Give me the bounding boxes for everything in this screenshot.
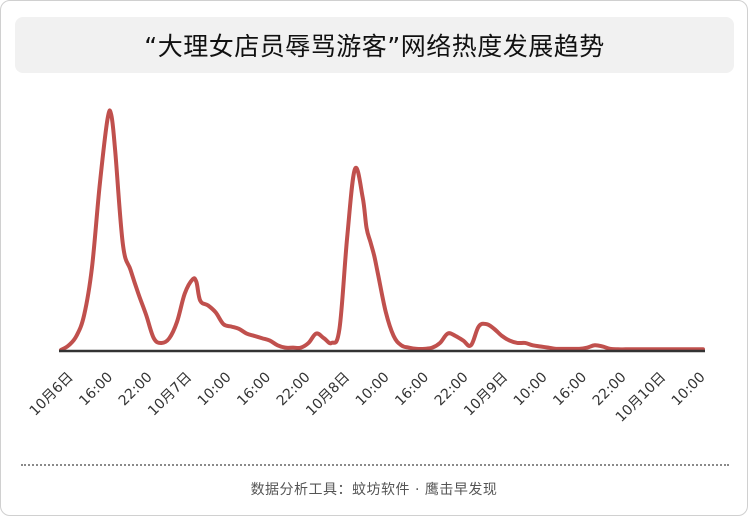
x-tick-label: 10月6日 bbox=[27, 369, 77, 419]
x-tick-label: 10:00 bbox=[195, 369, 235, 409]
plot-area bbox=[59, 108, 705, 353]
title-bar: “大理女店员辱骂游客”网络热度发展趋势 bbox=[15, 17, 734, 73]
x-tick-label: 10月8日 bbox=[303, 369, 353, 419]
x-tick-label: 16:00 bbox=[550, 369, 590, 409]
x-tick-label: 16:00 bbox=[76, 369, 116, 409]
x-tick-label: 16:00 bbox=[392, 369, 432, 409]
x-tick-label: 10:00 bbox=[511, 369, 551, 409]
heat-trend-line bbox=[59, 108, 705, 352]
x-tick-label: 10月7日 bbox=[145, 369, 195, 419]
footer-divider bbox=[21, 464, 729, 466]
chart-title: “大理女店员辱骂游客”网络热度发展趋势 bbox=[144, 32, 605, 61]
x-tick-label: 10:00 bbox=[353, 369, 393, 409]
footer-source: 数据分析工具：蚊坊软件 · 鹰击早发现 bbox=[250, 482, 498, 498]
x-tick-label: 16:00 bbox=[234, 369, 274, 409]
x-tick-label: 10月9日 bbox=[461, 369, 511, 419]
x-tick-label: 10:00 bbox=[669, 369, 709, 409]
